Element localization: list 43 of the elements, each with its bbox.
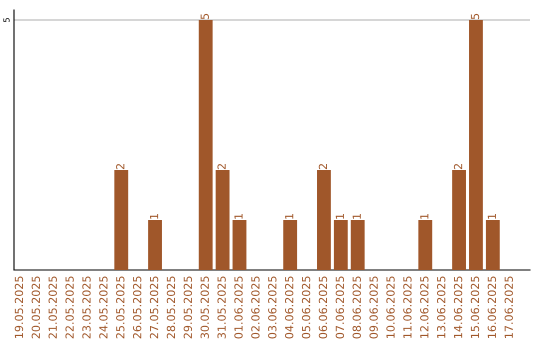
x-tick-label: 16.06.2025 [488, 276, 496, 338]
data-label: 1 [285, 214, 294, 219]
data-label: 2 [217, 164, 226, 170]
x-tick-label: 30.05.2025 [200, 276, 209, 338]
data-label: 2 [318, 164, 328, 170]
x-tick-label: 14.06.2025 [454, 276, 462, 338]
x-tick-label: 24.05.2025 [99, 276, 108, 338]
x-tick-label: 07.06.2025 [336, 276, 344, 338]
data-label: 2 [454, 164, 462, 170]
x-tick-label: 12.06.2025 [420, 276, 429, 338]
data-label: 1 [488, 214, 496, 219]
x-tick-label: 28.05.2025 [166, 276, 176, 338]
x-tick-label: 20.05.2025 [32, 276, 40, 338]
x-tick-label: 06.06.2025 [318, 276, 328, 338]
data-label: 1 [336, 214, 344, 219]
x-tick-label: 03.06.2025 [268, 276, 276, 338]
x-tick-label: 23.05.2025 [82, 276, 91, 338]
x-tick-label: 21.05.2025 [48, 276, 57, 338]
x-tick-label: 04.06.2025 [284, 276, 294, 338]
x-tick-label: 22.05.2025 [65, 276, 74, 338]
data-label: 1 [150, 214, 158, 219]
x-tick-label: 25.05.2025 [116, 276, 124, 338]
x-tick-label: 13.06.2025 [436, 276, 446, 338]
x-tick-label: 09.06.2025 [369, 276, 378, 338]
data-label: 1 [234, 214, 243, 219]
x-tick-label: 26.05.2025 [132, 276, 142, 338]
x-tick-label: 11.06.2025 [403, 276, 412, 338]
x-tick-label: 01.06.2025 [234, 276, 243, 338]
data-label: 2 [116, 164, 124, 170]
data-label: 5 [200, 14, 209, 20]
x-tick-label: 05.06.2025 [302, 276, 310, 338]
x-tick-label: 19.05.2025 [14, 276, 24, 338]
x-tick-label: 29.05.2025 [184, 276, 192, 338]
x-tick-label: 10.06.2025 [386, 276, 395, 338]
data-label: 5 [470, 14, 480, 20]
data-label: 1 [420, 214, 428, 219]
x-tick-label: 31.05.2025 [217, 276, 226, 338]
data-label: 1 [352, 214, 361, 219]
x-tick-label: 02.06.2025 [251, 276, 260, 338]
x-tick-label: 15.06.2025 [470, 276, 480, 338]
x-tick-label: 17.06.2025 [504, 276, 513, 338]
x-tick-label: 08.06.2025 [352, 276, 361, 338]
x-tick-label: 27.05.2025 [150, 276, 158, 338]
